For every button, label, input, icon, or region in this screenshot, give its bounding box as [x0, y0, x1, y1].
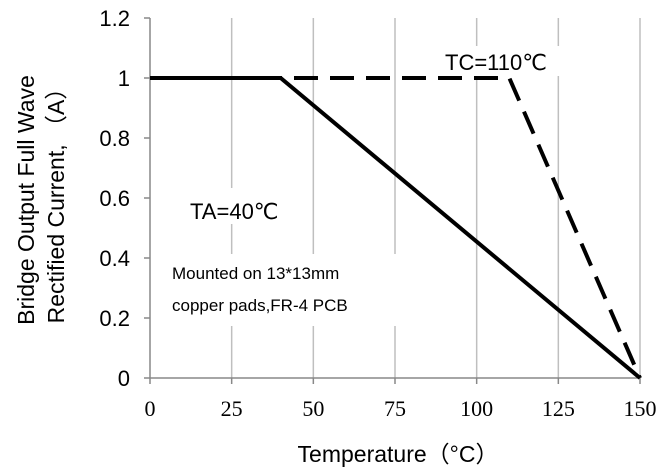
ta-annotation: TA=40℃: [190, 199, 279, 224]
x-tick-label: 25: [221, 396, 243, 421]
y-tick-label: 0.4: [99, 246, 130, 271]
mounting-note-bg: [165, 254, 435, 326]
y-tick-label: 0.8: [99, 126, 130, 151]
x-tick-label: 50: [302, 396, 324, 421]
y-tick-label: 0.6: [99, 186, 130, 211]
y-tick-label: 1: [118, 66, 130, 91]
x-tick-label: 125: [542, 396, 575, 421]
y-tick-label: 0: [118, 366, 130, 391]
tick-labels: 0 25 50 75 100 125 150 0 0.2 0.4 0.6 0.8 1 1.2: [99, 6, 656, 421]
mounting-note-line2: copper pads,FR-4 PCB: [172, 296, 348, 315]
y-tick-label: 1.2: [99, 6, 130, 31]
x-tick-label: 75: [384, 396, 406, 421]
y-tick-label: 0.2: [99, 306, 130, 331]
mounting-note-line1: Mounted on 13*13mm: [172, 264, 339, 283]
x-tick-label: 150: [624, 396, 657, 421]
x-tick-label: 100: [460, 396, 493, 421]
y-axis-title-line1: Bridge Output Full Wave: [13, 75, 39, 325]
series-lines: [150, 76, 642, 380]
ta-annotation-bg: [180, 188, 308, 224]
tc-annotation: TC=110℃: [445, 50, 547, 75]
tc-annotation-bg: [440, 46, 566, 76]
y-axis-title-line2: Rectified Current, （A）: [43, 77, 69, 324]
x-tick-label: 0: [145, 396, 156, 421]
x-axis-title: Temperature（°C）: [298, 441, 499, 467]
tc-110-derating-line: [150, 76, 642, 379]
